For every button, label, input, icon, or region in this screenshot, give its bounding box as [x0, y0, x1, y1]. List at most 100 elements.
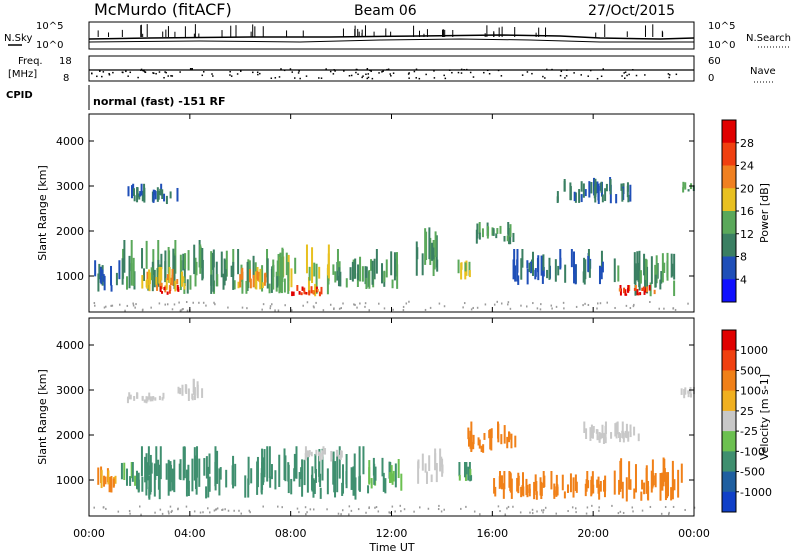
data-cell — [602, 432, 605, 444]
scatter-cell — [438, 302, 441, 305]
data-cell — [145, 453, 148, 481]
data-cell — [506, 436, 509, 449]
data-cell — [633, 488, 636, 499]
data-cell — [614, 423, 617, 437]
data-cell — [528, 483, 531, 493]
scatter-cell — [402, 309, 405, 312]
scatter-cell — [209, 511, 211, 514]
freq-dot — [350, 74, 353, 77]
freq-dot — [102, 71, 105, 73]
data-cell — [339, 450, 342, 460]
scatter-cell — [598, 509, 600, 512]
scatter-cell — [575, 511, 577, 514]
data-cell — [690, 393, 693, 398]
data-cell — [629, 432, 632, 438]
scatter-cell — [484, 303, 487, 306]
colorbar-tick-label: 24 — [740, 160, 754, 173]
freq-dot — [230, 75, 233, 77]
data-cell — [597, 185, 600, 204]
data-cell — [529, 261, 532, 274]
freq-dot — [500, 75, 503, 77]
cpid-text: normal (fast) -151 RF — [93, 95, 226, 108]
scatter-cell — [378, 302, 380, 305]
colorbar-tick-label: -25 — [740, 425, 758, 438]
data-cell — [110, 476, 113, 493]
data-cell — [633, 287, 636, 291]
x-tick-label: 12:00 — [376, 527, 408, 540]
data-cell — [516, 249, 519, 273]
data-cell — [371, 260, 374, 285]
data-cell — [127, 186, 130, 197]
data-cell — [424, 463, 427, 473]
data-cell — [293, 453, 296, 479]
freq-dot — [305, 75, 308, 77]
data-cell — [601, 194, 604, 203]
data-cell — [287, 462, 290, 482]
scatter-cell — [205, 304, 207, 307]
data-cell — [389, 472, 392, 484]
scatter-cell — [281, 506, 283, 509]
freq-dot — [212, 75, 214, 77]
data-cell — [680, 463, 683, 483]
data-cell — [651, 475, 654, 489]
data-cell — [332, 264, 335, 275]
data-cell — [520, 258, 523, 280]
data-cell — [192, 379, 195, 395]
scatter-cell — [507, 301, 510, 304]
data-cell — [553, 490, 556, 499]
data-cell — [352, 479, 355, 496]
data-cell — [306, 455, 309, 493]
data-cell — [644, 279, 647, 291]
data-cell — [321, 450, 324, 457]
data-cell — [591, 430, 594, 439]
data-cell — [554, 259, 557, 282]
data-cell — [145, 476, 148, 490]
data-cell — [224, 269, 227, 281]
beam-label: Beam 06 — [354, 3, 417, 19]
data-cell — [592, 484, 595, 494]
data-cell — [164, 250, 167, 280]
freq-dot — [460, 68, 463, 71]
scatter-cell — [139, 505, 141, 508]
data-cell — [350, 467, 353, 490]
data-cell — [598, 435, 601, 443]
freq-dot — [236, 73, 239, 75]
data-cell — [163, 286, 166, 291]
data-cell — [566, 484, 569, 493]
data-cell — [395, 252, 398, 271]
scatter-cell — [132, 302, 134, 305]
data-cell — [521, 249, 524, 268]
data-cell — [270, 464, 273, 480]
data-cell — [619, 433, 622, 443]
data-cell — [390, 251, 393, 276]
data-cell — [598, 265, 601, 285]
data-cell — [126, 276, 129, 290]
data-cell — [178, 463, 181, 480]
scatter-cell — [262, 303, 265, 306]
scatter-cell — [348, 505, 351, 508]
data-cell — [311, 247, 314, 284]
scatter-cell — [233, 509, 235, 512]
data-cell — [208, 476, 211, 492]
data-cell — [641, 287, 644, 292]
data-cell — [338, 267, 341, 286]
colorbar-tick-label: 500 — [740, 364, 761, 377]
data-cell — [458, 474, 461, 481]
scatter-cell — [507, 505, 510, 508]
data-cell — [618, 432, 621, 439]
data-cell — [300, 292, 303, 296]
scatter-cell — [555, 512, 558, 515]
data-cell — [472, 434, 475, 445]
data-cell — [182, 276, 185, 283]
data-cell — [604, 421, 607, 435]
data-cell — [490, 428, 493, 439]
data-cell — [310, 474, 313, 491]
scatter-cell — [542, 511, 544, 514]
data-cell — [145, 240, 148, 269]
freq-dot — [378, 72, 380, 74]
scatter-cell — [329, 303, 332, 306]
freq-dot — [332, 73, 335, 75]
nsearch-trace — [88, 38, 694, 43]
colorbar-segment — [722, 410, 736, 432]
data-cell — [637, 433, 640, 442]
